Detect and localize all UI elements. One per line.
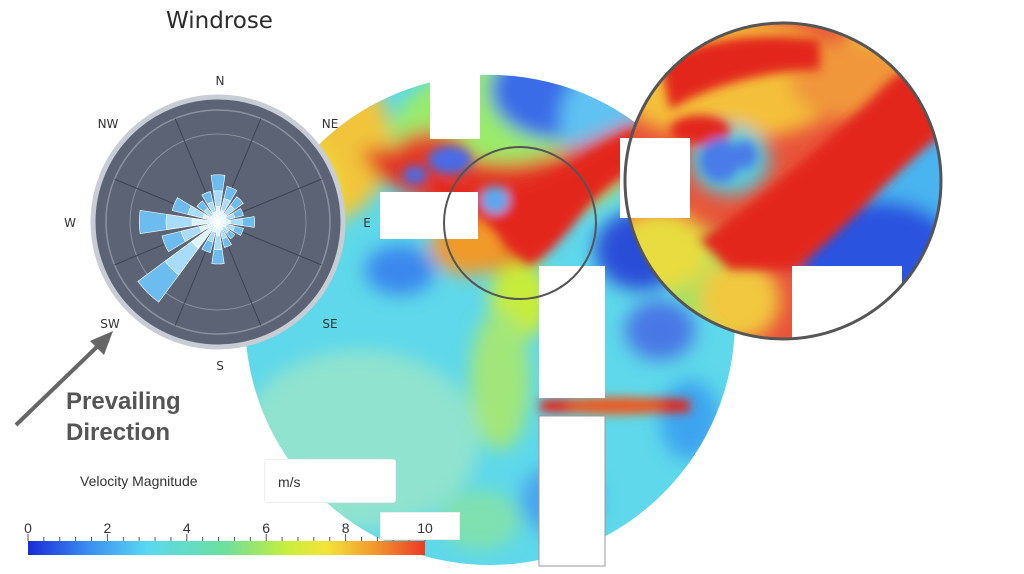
windrose-petal-w bbox=[191, 217, 219, 227]
compass-s: S bbox=[216, 359, 224, 373]
legend-tick-label: 6 bbox=[262, 520, 271, 536]
windrose-petals bbox=[137, 174, 256, 303]
windrose-petal-e bbox=[217, 219, 231, 225]
tick-label-box bbox=[380, 512, 460, 540]
velocity-field-domain bbox=[245, 57, 735, 567]
legend-tick-label: 10 bbox=[417, 520, 433, 536]
windrose-petal-nw bbox=[210, 214, 219, 223]
windrose-petal-ssw bbox=[212, 221, 219, 233]
windrose-petal-n bbox=[215, 206, 221, 223]
compass-sw: SW bbox=[100, 317, 120, 331]
windrose bbox=[90, 94, 346, 350]
legend-tick-label: 0 bbox=[24, 520, 32, 536]
building-block bbox=[792, 266, 902, 346]
prevailing-direction-arrow bbox=[14, 331, 113, 427]
windrose-petal-sse bbox=[217, 221, 223, 231]
compass-n: N bbox=[216, 74, 225, 88]
building-block bbox=[620, 138, 690, 218]
building-block bbox=[538, 415, 606, 567]
compass-w: W bbox=[64, 216, 76, 230]
building-block bbox=[539, 266, 605, 398]
windrose-petal-ene bbox=[217, 217, 227, 223]
windrose-petal-sw bbox=[191, 221, 219, 249]
legend-tick-label: 2 bbox=[103, 520, 112, 536]
compass-e: E bbox=[363, 216, 371, 230]
legend-unit: m/s bbox=[278, 474, 301, 490]
windrose-petal-ne bbox=[217, 213, 227, 223]
page-title: Windrose bbox=[166, 8, 273, 34]
compass-se: SE bbox=[322, 317, 337, 331]
compass-ne: NE bbox=[322, 117, 339, 131]
prevailing-line-2: Direction bbox=[66, 419, 171, 446]
building-block bbox=[380, 192, 478, 239]
unit-box bbox=[264, 459, 396, 503]
building-block bbox=[430, 57, 480, 139]
velocity-color-bar bbox=[28, 541, 425, 555]
compass-nw: NW bbox=[98, 117, 119, 131]
windrose-petal-wsw bbox=[199, 221, 219, 233]
windrose-petal-nnw bbox=[212, 211, 219, 223]
zoom-region-marker bbox=[443, 146, 597, 300]
windrose-petal-se bbox=[217, 221, 224, 228]
prevailing-line-1: Prevailing bbox=[66, 388, 181, 415]
windrose-petal-nne bbox=[217, 209, 225, 223]
legend-tick-label: 4 bbox=[182, 520, 191, 536]
legend-title: Velocity Magnitude bbox=[80, 473, 198, 489]
prevailing-direction-label: Prevailing Direction bbox=[66, 386, 181, 448]
legend-tick-label: 8 bbox=[341, 520, 350, 536]
windrose-petal-s bbox=[215, 221, 221, 237]
windrose-petal-wnw bbox=[202, 213, 219, 223]
windrose-petal-ese bbox=[217, 221, 227, 227]
